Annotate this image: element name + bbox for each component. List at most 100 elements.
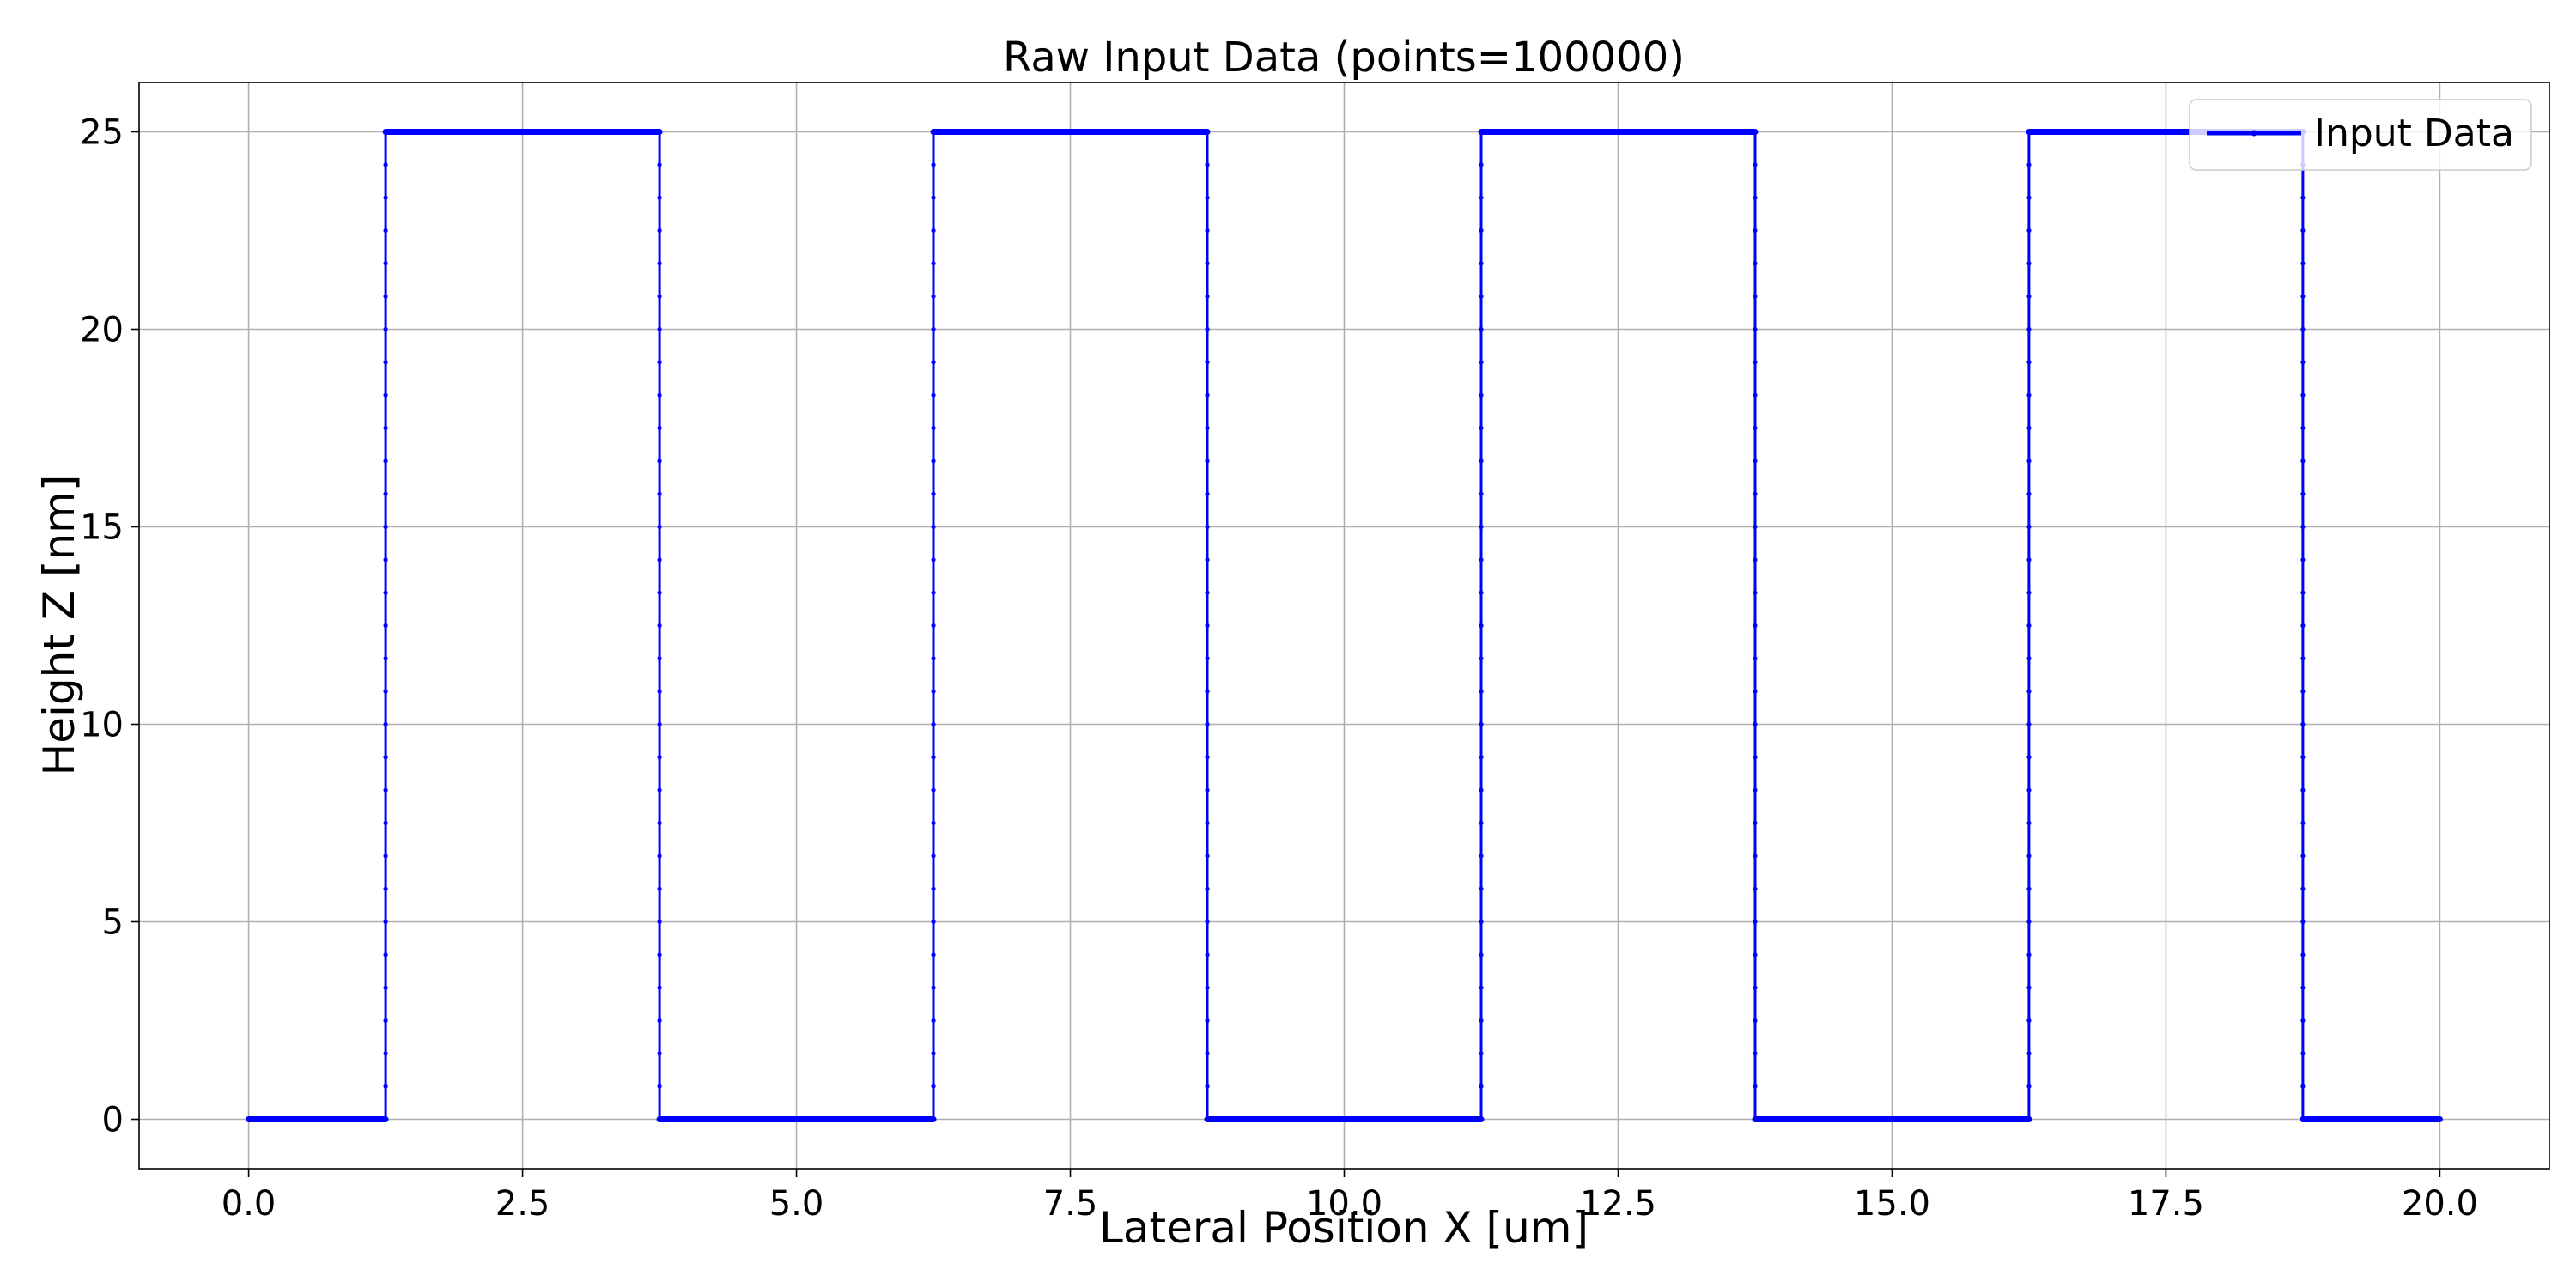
data-point-marker xyxy=(657,820,662,826)
data-point-marker xyxy=(1479,886,1484,891)
data-point-marker xyxy=(1205,919,1210,925)
data-point-marker xyxy=(2026,985,2032,990)
data-point-marker xyxy=(931,656,936,661)
data-point-marker xyxy=(383,1018,388,1024)
data-point-marker xyxy=(1205,952,1210,957)
data-point-marker xyxy=(1753,491,1758,496)
data-point-marker xyxy=(1753,195,1758,200)
data-point-marker xyxy=(1205,228,1210,234)
data-point-marker xyxy=(1479,1051,1484,1056)
data-point-marker xyxy=(1205,590,1210,595)
data-point-marker xyxy=(2026,162,2032,167)
data-point-marker xyxy=(1479,985,1484,990)
y-tick-label: 5 xyxy=(102,903,124,943)
data-point-marker xyxy=(2300,392,2306,398)
data-point-marker xyxy=(383,195,388,200)
data-point-marker xyxy=(2300,755,2306,760)
data-point-marker xyxy=(1479,721,1484,727)
x-tick-label: 12.5 xyxy=(1580,1184,1656,1224)
data-point-marker xyxy=(1753,459,1758,464)
data-point-marker xyxy=(1753,721,1758,727)
data-point-marker xyxy=(1205,557,1210,562)
legend-label-input-data: Input Data xyxy=(2314,112,2514,155)
chart-title: Raw Input Data (points=100000) xyxy=(1003,33,1685,82)
data-point-marker xyxy=(1479,656,1484,661)
data-point-marker xyxy=(1205,524,1210,530)
data-point-marker xyxy=(657,195,662,200)
data-point-marker xyxy=(2300,294,2306,299)
data-point-marker xyxy=(1205,689,1210,694)
y-tick-label: 20 xyxy=(80,311,124,350)
data-point-marker xyxy=(2026,228,2032,234)
data-point-marker xyxy=(657,459,662,464)
data-point-marker xyxy=(2300,228,2306,234)
data-point-marker xyxy=(1753,425,1758,431)
data-point-marker xyxy=(1753,755,1758,760)
data-point-marker xyxy=(1205,623,1210,629)
data-point-marker xyxy=(1205,656,1210,661)
data-point-marker xyxy=(1753,689,1758,694)
data-point-marker xyxy=(2300,459,2306,464)
data-point-marker xyxy=(2026,755,2032,760)
data-point-marker xyxy=(1479,195,1484,200)
x-tick-label: 5.0 xyxy=(769,1184,824,1224)
data-point-marker xyxy=(657,162,662,167)
data-point-marker xyxy=(383,162,388,167)
data-point-marker xyxy=(931,985,936,990)
data-point-marker xyxy=(931,491,936,496)
data-point-marker xyxy=(1205,787,1210,793)
data-point-marker xyxy=(383,392,388,398)
data-point-marker xyxy=(2026,1018,2032,1024)
data-point-marker xyxy=(931,459,936,464)
data-point-marker xyxy=(383,261,388,266)
data-point-marker xyxy=(931,228,936,234)
data-point-marker xyxy=(1753,952,1758,957)
data-point-marker xyxy=(2300,590,2306,595)
data-point-marker xyxy=(657,919,662,925)
data-point-marker xyxy=(657,392,662,398)
data-point-marker xyxy=(2300,261,2306,266)
data-point-marker xyxy=(1205,1018,1210,1024)
data-point-marker xyxy=(2026,689,2032,694)
data-point-marker xyxy=(1753,1084,1758,1089)
data-point-marker xyxy=(1753,557,1758,562)
data-point-marker xyxy=(2026,491,2032,496)
data-point-marker xyxy=(1205,392,1210,398)
series-layer xyxy=(246,129,2443,1122)
data-point-marker xyxy=(1479,1018,1484,1024)
data-point-marker xyxy=(1479,623,1484,629)
data-point-marker xyxy=(2300,326,2306,332)
y-tick-label: 0 xyxy=(102,1101,124,1140)
ticks: 0.0 2.5 5.0 7.5 10.0 12.5 15.0 17.5 20.0 0 5 10 15 20… xyxy=(80,113,2478,1224)
data-point-marker xyxy=(1479,392,1484,398)
data-point-marker xyxy=(1205,162,1210,167)
data-point-marker xyxy=(657,590,662,595)
data-point-marker xyxy=(931,755,936,760)
x-tick-label: 15.0 xyxy=(1854,1184,1930,1224)
data-point-marker xyxy=(2300,854,2306,859)
data-point-marker xyxy=(2026,524,2032,530)
data-point-marker xyxy=(1753,886,1758,891)
data-point-marker xyxy=(2026,294,2032,299)
data-point-marker xyxy=(1479,1084,1484,1089)
data-point-marker xyxy=(657,524,662,530)
data-point-marker xyxy=(1205,294,1210,299)
data-point-marker xyxy=(1753,524,1758,530)
data-point-marker xyxy=(1479,326,1484,332)
data-point-marker xyxy=(657,689,662,694)
legend-box xyxy=(2189,99,2532,171)
data-point-marker xyxy=(1205,360,1210,365)
data-point-marker xyxy=(1753,656,1758,661)
data-point-marker xyxy=(1479,294,1484,299)
data-point-marker xyxy=(383,557,388,562)
data-point-marker xyxy=(2026,459,2032,464)
data-point-marker xyxy=(383,524,388,530)
y-tick-label: 15 xyxy=(80,508,124,548)
data-point-marker xyxy=(1479,360,1484,365)
data-point-marker xyxy=(383,787,388,793)
data-point-marker xyxy=(2300,491,2306,496)
data-point-marker xyxy=(931,854,936,859)
data-point-marker xyxy=(931,1084,936,1089)
data-point-marker xyxy=(1205,886,1210,891)
data-point-marker xyxy=(383,623,388,629)
